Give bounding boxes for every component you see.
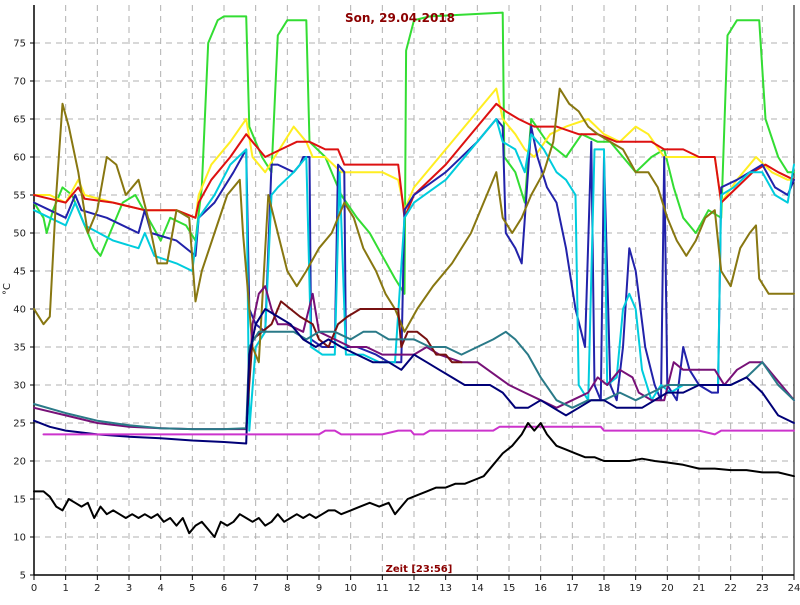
y-tick-label: 10 xyxy=(13,533,26,544)
x-tick-label: 5 xyxy=(189,583,195,594)
x-tick-label: 13 xyxy=(439,583,452,594)
y-tick-label: 65 xyxy=(13,115,26,126)
x-tick-label: 4 xyxy=(157,583,163,594)
y-tick-label: 30 xyxy=(13,381,26,392)
x-tick-label: 10 xyxy=(344,583,357,594)
x-tick-label: 19 xyxy=(629,583,642,594)
y-tick-label: 35 xyxy=(13,343,26,354)
y-tick-label: 40 xyxy=(13,305,26,316)
y-tick-label: 55 xyxy=(13,191,26,202)
y-tick-label: 50 xyxy=(13,229,26,240)
y-tick-label: 25 xyxy=(13,419,26,430)
y-tick-label: 60 xyxy=(13,153,26,164)
x-tick-label: 15 xyxy=(503,583,516,594)
y-tick-label: 75 xyxy=(13,39,26,50)
series-line-12 xyxy=(33,422,795,538)
x-tick-label: 14 xyxy=(471,583,484,594)
x-tick-label: 2 xyxy=(94,583,100,594)
y-tick-label: 45 xyxy=(13,267,26,278)
axes xyxy=(30,5,795,580)
y-tick-label: 15 xyxy=(13,495,26,506)
x-tick-label: 3 xyxy=(126,583,132,594)
series-line-8 xyxy=(245,300,463,428)
x-tick-label: 21 xyxy=(693,583,706,594)
x-tick-label: 6 xyxy=(221,583,227,594)
x-tick-label: 20 xyxy=(661,583,674,594)
tick-labels: 0 1 2 3 4 5 6 7 8 9 10 11 12 13 14 15 16 17 18 19 20 21 22 23 24… xyxy=(13,39,800,595)
x-tick-label: 16 xyxy=(534,583,547,594)
x-tick-label: 17 xyxy=(566,583,579,594)
x-tick-label: 11 xyxy=(376,583,389,594)
series-line-11 xyxy=(42,425,795,436)
x-axis-label: Zeit [23:56] xyxy=(386,564,453,575)
chart-title: Son, 29.04.2018 xyxy=(345,11,455,25)
y-axis-label: °C xyxy=(2,283,13,295)
x-tick-label: 12 xyxy=(408,583,421,594)
x-tick-label: 24 xyxy=(788,583,800,594)
x-tick-label: 23 xyxy=(756,583,769,594)
x-tick-label: 9 xyxy=(316,583,322,594)
y-tick-label: 20 xyxy=(13,457,26,468)
x-tick-label: 8 xyxy=(284,583,290,594)
x-tick-label: 7 xyxy=(252,583,258,594)
x-tick-label: 0 xyxy=(31,583,37,594)
series-line-10 xyxy=(33,308,795,445)
series-group xyxy=(33,11,795,538)
series-line-1 xyxy=(33,11,795,295)
x-tick-label: 1 xyxy=(62,583,68,594)
series-line-3 xyxy=(33,102,795,219)
y-tick-label: 70 xyxy=(13,77,26,88)
x-tick-label: 22 xyxy=(724,583,737,594)
x-tick-label: 18 xyxy=(598,583,611,594)
y-tick-label: 5 xyxy=(20,571,26,582)
